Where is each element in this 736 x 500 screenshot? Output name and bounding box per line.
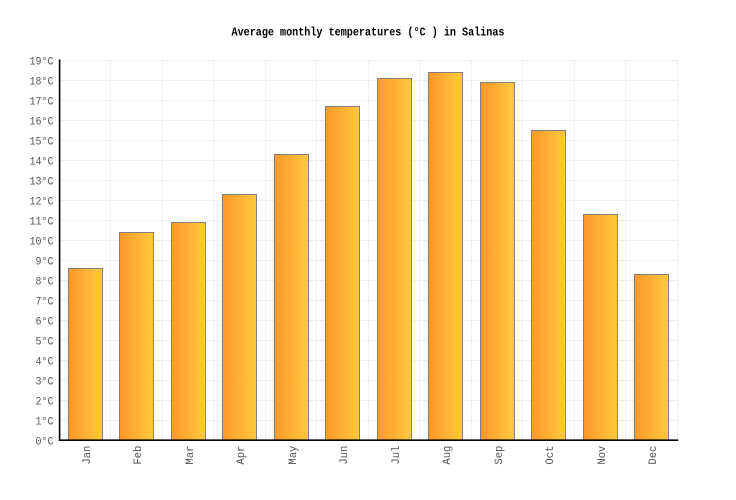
svg-text:15°C: 15°C (30, 136, 54, 148)
svg-text:6°C: 6°C (36, 316, 54, 328)
svg-text:Aug: Aug (442, 446, 454, 465)
svg-text:5°C: 5°C (36, 336, 54, 348)
svg-text:18°C: 18°C (30, 76, 54, 88)
svg-text:17°C: 17°C (30, 96, 54, 108)
svg-text:3°C: 3°C (36, 376, 54, 388)
svg-text:Sep: Sep (494, 446, 506, 465)
svg-text:Jul: Jul (391, 446, 403, 465)
svg-text:14°C: 14°C (30, 156, 54, 168)
svg-text:13°C: 13°C (30, 176, 54, 188)
svg-text:9°C: 9°C (36, 256, 54, 268)
svg-text:16°C: 16°C (30, 116, 54, 128)
svg-text:Oct: Oct (545, 446, 557, 465)
svg-text:Nov: Nov (597, 445, 609, 464)
svg-text:Jan: Jan (82, 446, 94, 465)
svg-text:Dec: Dec (648, 446, 660, 465)
svg-text:Feb: Feb (133, 446, 145, 465)
svg-text:May: May (288, 445, 300, 464)
svg-text:8°C: 8°C (36, 276, 54, 288)
svg-text:12°C: 12°C (30, 196, 54, 208)
svg-text:7°C: 7°C (36, 296, 54, 308)
svg-text:2°C: 2°C (36, 396, 54, 408)
svg-text:4°C: 4°C (36, 356, 54, 368)
svg-text:10°C: 10°C (30, 236, 54, 248)
svg-text:Apr: Apr (236, 446, 248, 465)
svg-text:19°C: 19°C (30, 56, 54, 68)
svg-text:Jun: Jun (339, 446, 351, 465)
svg-text:1°C: 1°C (36, 416, 54, 428)
svg-text:Mar: Mar (185, 446, 197, 465)
svg-text:11°C: 11°C (30, 216, 54, 228)
svg-text:0°C: 0°C (36, 436, 54, 448)
svg-text:Average monthly temperatures (: Average monthly temperatures (°C ) in Sa… (232, 26, 505, 40)
